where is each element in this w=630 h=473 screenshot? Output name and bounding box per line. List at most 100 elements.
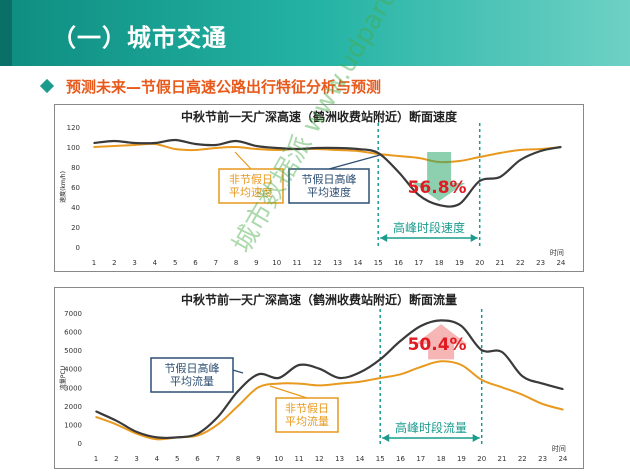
x-tick-label: 9 (254, 259, 258, 267)
x-tick-label: 4 (153, 259, 158, 267)
holiday-legend-box (150, 357, 234, 393)
holiday-data-point (133, 142, 136, 144)
y-axis-label: 流量PCU (59, 366, 67, 390)
y-tick-label: 5000 (64, 347, 82, 355)
holiday-series-line (93, 138, 562, 208)
x-tick-label: 19 (455, 259, 464, 267)
normal-data-point (194, 149, 197, 151)
holiday-legend-box (288, 168, 370, 204)
holiday-data-point (521, 375, 524, 377)
holiday-data-point (480, 349, 483, 351)
x-tick-label: 11 (295, 455, 304, 463)
holiday-legend-label: 节假日高峰平均流量 (165, 361, 220, 388)
holiday-data-point (318, 367, 321, 370)
holiday-data-point (316, 147, 319, 149)
x-tick-label: 7 (214, 259, 218, 267)
x-tick-label: 16 (394, 259, 403, 267)
normal-data-point (480, 379, 483, 381)
normal-data-point (501, 386, 503, 389)
normal-data-point (298, 382, 300, 385)
holiday-data-point (135, 431, 138, 433)
peak-period-label: 高峰时段流量 (395, 420, 467, 435)
holiday-data-point (420, 325, 422, 327)
normal-series-line (93, 142, 561, 164)
page-title: （一）城市交通 (52, 24, 227, 52)
chart-title: 中秋节前一天广深高速（鹤洲收费站附近）断面速度 (181, 109, 458, 124)
normal-data-point (519, 149, 522, 151)
y-tick-label: 2000 (64, 403, 82, 411)
holiday-data-point (539, 150, 542, 152)
y-axis-label: 速度(km/h) (59, 171, 67, 203)
holiday-data-point (460, 325, 463, 327)
chart-title: 中秋节前一天广深高速（鹤洲收费站附近）断面流量 (181, 292, 457, 307)
y-tick-label: 40 (71, 204, 80, 212)
holiday-callout-pointer (328, 154, 381, 170)
normal-data-point (357, 150, 359, 152)
holiday-data-point (215, 144, 217, 146)
y-tick-label: 0 (78, 440, 82, 448)
holiday-data-point (217, 416, 219, 418)
flow-change-percent: 50.4% (408, 335, 467, 355)
normal-data-point (458, 160, 461, 162)
x-tick-label: 11 (293, 259, 302, 267)
x-tick-label: 23 (536, 259, 545, 267)
holiday-data-point (237, 390, 239, 392)
y-tick-label: 7000 (64, 310, 82, 318)
x-tick-label: 4 (155, 455, 160, 463)
x-tick-label: 1 (94, 455, 98, 463)
x-tick-label: 24 (556, 259, 565, 267)
x-tick-label: 2 (112, 259, 116, 267)
normal-data-point (440, 360, 442, 363)
y-tick-label: 120 (67, 124, 80, 132)
normal-data-point (277, 382, 280, 385)
x-tick-label: 10 (272, 259, 281, 267)
normal-data-point (174, 148, 176, 150)
subtitle-text: 预测未来—节假日高速公路出行特征分析与预测 (66, 77, 382, 96)
normal-data-point (93, 146, 95, 148)
holiday-data-point (438, 204, 440, 206)
normal-data-point (359, 380, 361, 383)
normal-callout-pointer (269, 385, 308, 399)
flow-rise-arrow-icon (415, 324, 468, 360)
holiday-data-point (257, 373, 260, 376)
holiday-data-point (95, 410, 97, 413)
y-tick-label: 1000 (64, 421, 82, 429)
normal-data-point (562, 408, 564, 411)
normal-legend-label: 非节假日平均速度 (229, 172, 273, 199)
x-tick-label: 5 (175, 455, 179, 463)
y-tick-label: 20 (71, 224, 80, 232)
holiday-data-point (458, 203, 461, 205)
normal-legend-box (218, 168, 284, 204)
x-tick-label: 2 (114, 455, 118, 463)
diamond-bullet-icon (39, 78, 55, 94)
y-tick-label: 6000 (64, 329, 82, 337)
speed-chart-panel: 中秋节前一天广深高速（鹤洲收费站附近）断面速度 速度(km/h) 0 20 40 60 80… (54, 104, 584, 272)
peak-arrow-right-icon (472, 434, 480, 442)
holiday-data-point (379, 358, 382, 361)
holiday-data-point (541, 382, 544, 385)
x-tick-label: 18 (435, 259, 444, 267)
holiday-data-point (255, 145, 258, 147)
normal-data-point (237, 405, 239, 407)
x-tick-label: 7 (216, 455, 220, 463)
holiday-data-point (562, 388, 564, 390)
y-tick-label: 60 (71, 184, 80, 192)
x-tick-label: 12 (313, 259, 322, 267)
x-tick-label: 3 (132, 259, 136, 267)
x-tick-label: 15 (376, 455, 385, 463)
x-tick-label: 23 (538, 455, 547, 463)
normal-data-point (95, 416, 97, 418)
holiday-data-point (194, 143, 197, 145)
normal-data-point (156, 438, 158, 441)
normal-data-point (255, 148, 258, 150)
holiday-data-point (338, 377, 341, 379)
holiday-data-point (478, 180, 481, 182)
holiday-series-line (95, 319, 564, 440)
holiday-data-point (399, 340, 402, 342)
holiday-data-point (296, 148, 298, 150)
x-tick-label: 6 (195, 455, 200, 463)
normal-data-point (135, 432, 138, 435)
normal-data-point (499, 152, 501, 154)
x-tick-label: 22 (516, 259, 525, 267)
normal-callout-pointer (234, 151, 252, 170)
